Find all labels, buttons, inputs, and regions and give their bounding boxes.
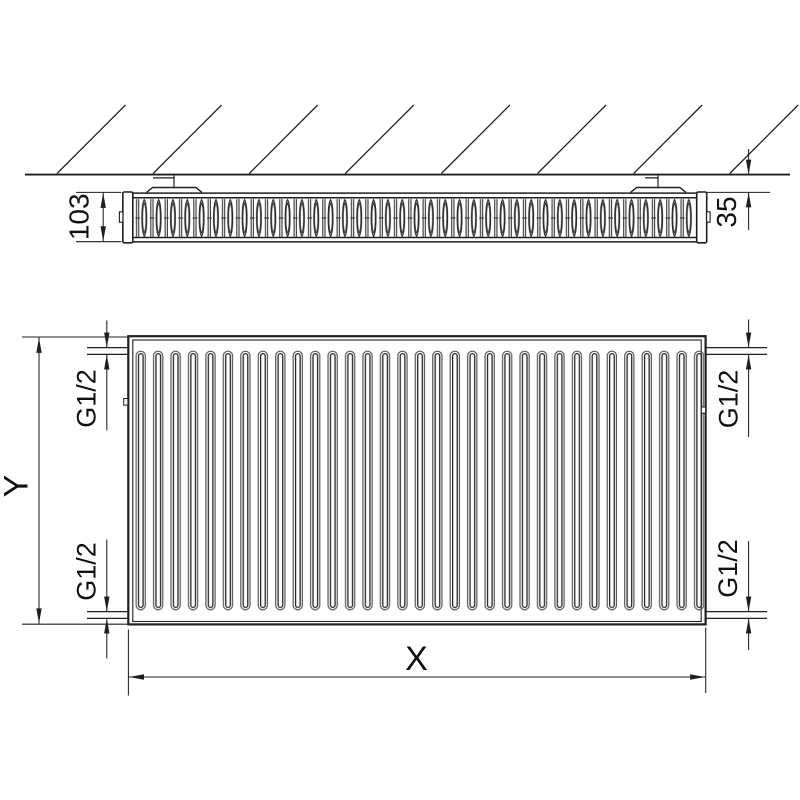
edge-tab-right [700, 406, 707, 414]
plug-right [706, 211, 711, 223]
dimension-lines [22, 336, 128, 625]
dimension-width-x [127, 627, 707, 696]
dimension-g12-top-right [745, 319, 752, 437]
radiator-top-view [118, 191, 711, 244]
end-cap-right [695, 191, 708, 244]
dimension-arrows [104, 332, 110, 370]
connection-label-top-left: G1/2 [72, 369, 102, 428]
grille-slots [135, 350, 704, 611]
width-dimension-label: X [405, 640, 428, 678]
dimension-arrows [745, 159, 752, 208]
connection-label-bottom-right: G1/2 [713, 539, 743, 598]
dimension-wall-gap-35 [706, 149, 770, 230]
end-cap-left [122, 191, 134, 244]
plug-left [118, 211, 124, 223]
dimension-g12-bottom-right [745, 541, 752, 650]
wall-gap-dimension-label: 35 [711, 196, 742, 227]
dimension-lines [127, 627, 707, 696]
pipe-connection-stubs [87, 347, 767, 619]
wall-hatching [56, 104, 799, 174]
bracket-stem-left [153, 175, 175, 189]
dimension-arrows [745, 596, 752, 634]
drawing-root: 103 35 Y X G1/2 G1/2 G1/2 G1/2 [0, 104, 799, 696]
dimension-g12-top-left [104, 320, 110, 431]
panel-edge-lines [132, 192, 697, 243]
dimension-g12-bottom-left [104, 539, 110, 659]
radiator-outline [127, 335, 707, 626]
dimension-arrows [104, 596, 110, 634]
depth-dimension-label: 103 [64, 193, 95, 240]
radiator-front [87, 335, 767, 626]
top-view [25, 104, 799, 244]
bracket-stem-right [645, 175, 659, 189]
mounting-bracket-right [630, 175, 687, 193]
connection-label-top-right: G1/2 [714, 370, 744, 429]
connection-label-bottom-left: G1/2 [72, 542, 102, 601]
edge-tab-left [123, 398, 129, 406]
mounting-bracket-left [146, 175, 203, 193]
front-view [22, 319, 767, 696]
bracket-clip-left [146, 186, 203, 193]
dimension-depth-103 [76, 191, 122, 243]
convector-fins [135, 198, 695, 238]
dimension-height-y [22, 336, 128, 625]
bracket-clip-right [630, 186, 687, 193]
dimension-arrows [100, 192, 106, 242]
height-dimension-label: Y [0, 475, 36, 498]
dimension-labels: 103 35 Y X G1/2 G1/2 G1/2 G1/2 [0, 193, 744, 678]
dimension-arrows [745, 332, 752, 370]
